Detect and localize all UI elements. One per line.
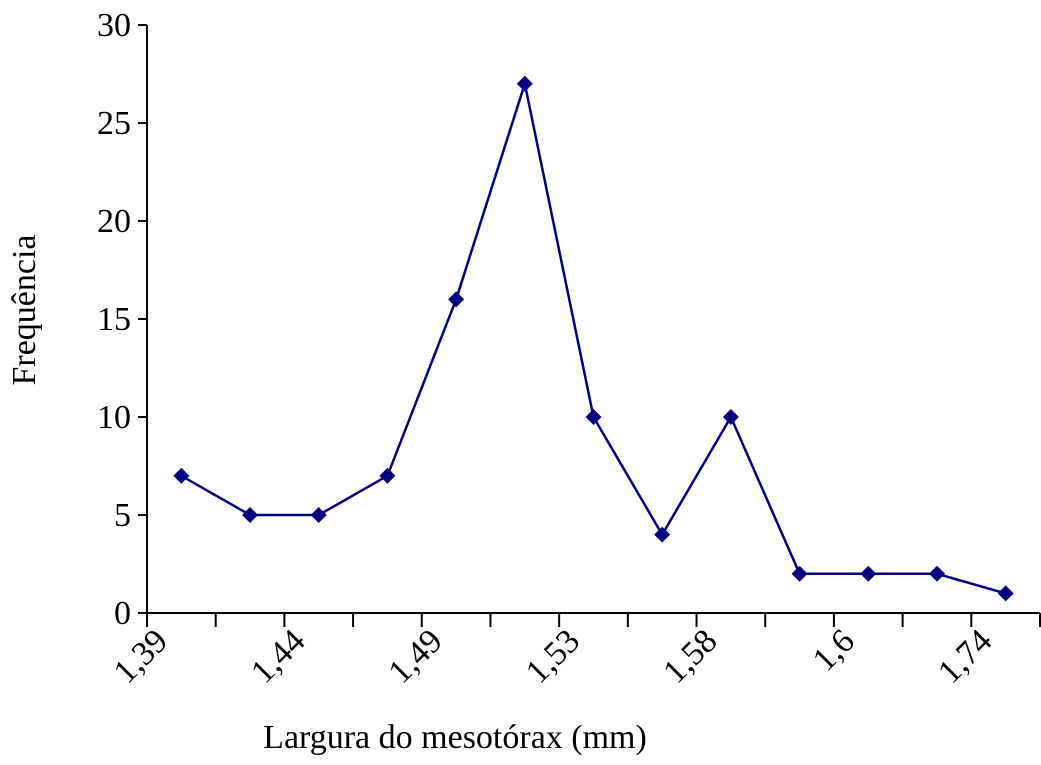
y-tick-label: 0	[114, 595, 131, 632]
x-tick-label: 1,44	[244, 622, 312, 690]
y-tick-label: 10	[97, 399, 131, 436]
marker	[997, 585, 1014, 602]
marker	[242, 507, 259, 523]
x-tick-label: 1,74	[931, 622, 999, 690]
x-tick-label: 1,39	[107, 622, 175, 690]
y-tick-label: 30	[97, 7, 131, 44]
y-tick-label: 5	[114, 497, 131, 534]
marker	[928, 565, 945, 582]
marker	[173, 467, 190, 484]
marker	[791, 565, 808, 582]
marker	[654, 526, 671, 543]
marker	[585, 409, 602, 425]
x-tick-label: 1,49	[382, 622, 450, 690]
x-tick-label: 1,53	[519, 622, 587, 690]
x-tick-label: 1,6	[806, 622, 862, 678]
y-axis-label: Frequência	[6, 234, 43, 385]
marker	[379, 467, 396, 484]
line	[180, 78, 1006, 595]
marker	[310, 507, 327, 523]
x-axis-label: Largura do mesotórax (mm)	[263, 719, 647, 756]
y-tick-label: 25	[97, 105, 131, 142]
marker	[448, 291, 465, 308]
y-tick-label: 15	[97, 301, 131, 338]
marker	[722, 409, 739, 425]
marker	[860, 565, 877, 582]
y-tick-label: 20	[97, 203, 131, 240]
x-tick-label: 1,58	[656, 622, 724, 690]
marker	[516, 75, 533, 92]
